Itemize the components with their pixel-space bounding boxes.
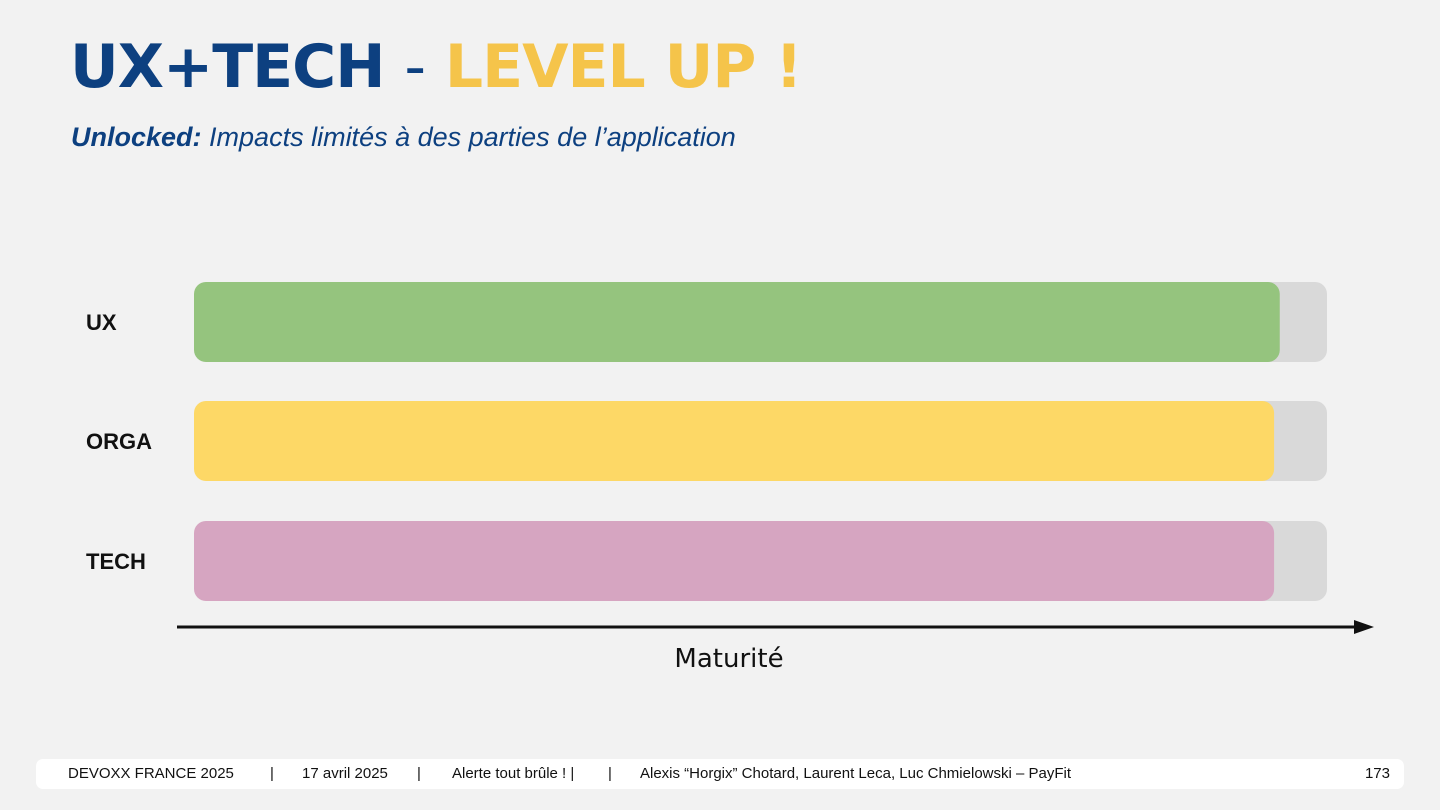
footer-bar: DEVOXX FRANCE 2025 | 17 avril 2025 | Ale… bbox=[36, 759, 1404, 789]
subtitle-text: Impacts limités à des parties de l’appli… bbox=[209, 122, 736, 152]
footer-date: 17 avril 2025 bbox=[302, 765, 388, 782]
bar-ux bbox=[194, 282, 1280, 362]
page-number: 173 bbox=[1364, 765, 1390, 782]
category-label-tech: TECH bbox=[86, 549, 146, 574]
footer-separator: | bbox=[417, 765, 421, 782]
subtitle-lead: Unlocked: bbox=[71, 122, 202, 152]
slide-title: UX+TECH - LEVEL UP ! bbox=[70, 32, 803, 102]
footer-separator: | bbox=[270, 765, 274, 782]
footer-separator: | bbox=[608, 765, 612, 782]
category-label-ux: UX bbox=[86, 310, 117, 335]
title-accent: LEVEL UP ! bbox=[444, 32, 803, 102]
title-main: UX+TECH bbox=[70, 32, 385, 102]
slide-subtitle: Unlocked: Impacts limités à des parties … bbox=[71, 120, 736, 154]
category-label-orga: ORGA bbox=[86, 429, 152, 454]
title-separator: - bbox=[404, 32, 426, 102]
x-axis-arrowhead-icon bbox=[1354, 620, 1374, 634]
bar-orga bbox=[194, 401, 1275, 481]
maturity-bar-chart: UX ORGA TECH Maturité bbox=[86, 282, 1374, 674]
x-axis-label: Maturité bbox=[674, 644, 783, 674]
footer-authors: Alexis “Horgix” Chotard, Laurent Leca, L… bbox=[640, 765, 1072, 782]
footer-talk-title: Alerte tout brûle ! | bbox=[452, 765, 575, 782]
footer-event: DEVOXX FRANCE 2025 bbox=[68, 765, 234, 782]
bar-tech bbox=[194, 521, 1275, 601]
